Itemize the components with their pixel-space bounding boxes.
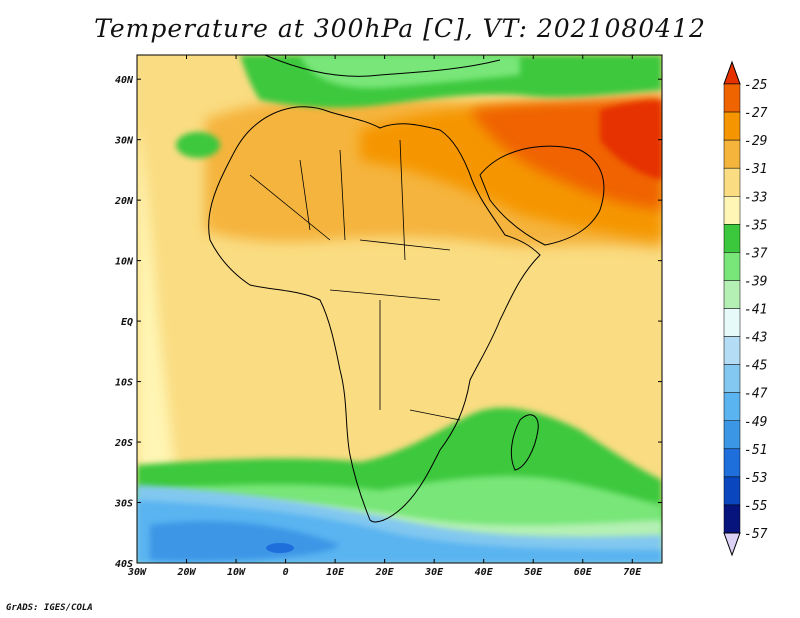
- colorbar-label: -31: [744, 162, 767, 177]
- lat-label: 20N: [114, 196, 134, 207]
- footer-credit: GrADS: IGES/COLA: [6, 603, 93, 613]
- colorbar-segment: [723, 364, 741, 393]
- country-borders: [249, 139, 461, 421]
- colorbar-label: -49: [744, 415, 767, 430]
- colorbar-label: -25: [744, 78, 768, 93]
- colorbar-segment: [723, 167, 741, 197]
- colorbar-segment: [723, 83, 741, 113]
- colorbar-label: -43: [744, 331, 767, 346]
- lon-label: 20E: [375, 567, 395, 578]
- coastlines-borders: [208, 55, 605, 523]
- madagascar-coast: [510, 414, 539, 471]
- lon-label: 0: [283, 567, 289, 578]
- colorbar-segment: [723, 111, 741, 141]
- longitude-axis: 30W 20W 10W 0 10E 20E 30E 40E 50E 60E 70E: [127, 55, 642, 578]
- colorbar-top-arrow: [723, 60, 741, 85]
- lon-label: 40E: [475, 567, 494, 578]
- colorbar-segment: [723, 224, 741, 253]
- lat-label: 40N: [115, 75, 134, 86]
- field-med-lightgreen: [300, 55, 520, 89]
- lon-label: 70E: [623, 567, 642, 578]
- lon-label: 10E: [326, 567, 345, 578]
- colorbar-segment: [723, 336, 741, 365]
- colorbar-label: -57: [744, 527, 768, 542]
- colorbar-label: -33: [744, 190, 767, 205]
- colorbar-bottom-arrow: [723, 532, 741, 557]
- colorbar-label: -55: [744, 499, 768, 514]
- colorbar-segment: [723, 420, 741, 450]
- colorbar-label: -39: [744, 274, 767, 289]
- field-south-deepblue: [150, 521, 340, 562]
- colorbar-segment: [723, 448, 741, 478]
- colorbar-segment: [723, 476, 741, 506]
- colorbar-label: -29: [744, 134, 767, 149]
- lat-label: 20S: [114, 438, 133, 449]
- latitude-axis: 40N 30N 20N 10N EQ 10S 20S 30S 40S: [114, 75, 662, 570]
- colorbar-segment: [723, 392, 741, 421]
- colorbar-label: -47: [744, 387, 768, 402]
- med-coast: [264, 55, 501, 77]
- colorbar-label: -53: [744, 471, 767, 486]
- field-atlantic-blob: [176, 132, 220, 158]
- colorbar-label: -37: [744, 246, 768, 261]
- colorbar-label: -27: [744, 106, 768, 121]
- colorbar: -25 -27 -29 -31 -33 -35 -37 -39 -41 -43 -45 -47 -49 -…: [723, 60, 768, 557]
- lon-label: 30E: [424, 567, 444, 578]
- arabia-coast: [479, 145, 605, 246]
- lat-label: 10N: [115, 257, 134, 268]
- field-west-light: [137, 120, 175, 470]
- map-title: Temperature at 300hPa [C], VT: 202108041…: [94, 14, 706, 43]
- colorbar-label: -51: [744, 443, 767, 458]
- lat-label: 30S: [114, 499, 133, 510]
- colorbar-segment: [723, 308, 741, 337]
- africa-coast: [208, 106, 541, 523]
- field-cold-spot: [266, 543, 294, 553]
- lat-label: 30N: [114, 136, 134, 147]
- colorbar-label: -35: [744, 218, 768, 233]
- colorbar-segment: [723, 504, 741, 534]
- lon-label: 50E: [524, 567, 543, 578]
- lon-label: 20W: [176, 567, 196, 578]
- lat-label: 40S: [115, 559, 133, 570]
- lat-label: 10S: [115, 378, 133, 389]
- map-frame: [136, 54, 663, 564]
- lat-label: EQ: [121, 317, 133, 328]
- lon-label: 60E: [574, 567, 593, 578]
- colorbar-segment: [723, 252, 741, 281]
- lon-label: 10W: [227, 567, 246, 578]
- colorbar-segment: [723, 196, 741, 225]
- colorbar-label: -41: [744, 303, 767, 318]
- colorbar-segment: [723, 139, 741, 169]
- lon-label: 30W: [127, 567, 147, 578]
- temperature-field: [137, 55, 662, 563]
- colorbar-segment: [723, 280, 741, 309]
- colorbar-label: -45: [744, 359, 768, 374]
- field-hot-core: [600, 100, 662, 180]
